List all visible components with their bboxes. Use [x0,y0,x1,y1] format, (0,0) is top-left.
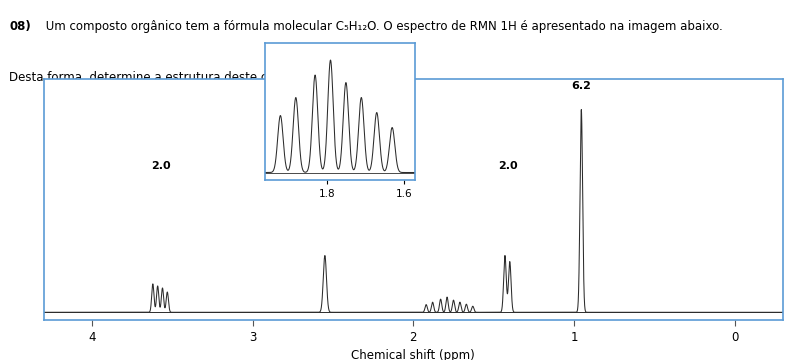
Text: 2.0: 2.0 [498,161,518,171]
Text: 2.0: 2.0 [151,161,171,171]
Text: Desta forma, determine a estrutura deste composto.: Desta forma, determine a estrutura deste… [9,71,323,84]
Text: 08): 08) [9,20,31,33]
Text: 6.2: 6.2 [571,81,591,91]
Text: 0.9: 0.9 [374,161,394,171]
Text: Um composto orgânico tem a fórmula molecular C₅H₁₂O. O espectro de RMN 1H é apre: Um composto orgânico tem a fórmula molec… [42,20,723,33]
X-axis label: Chemical shift (ppm): Chemical shift (ppm) [351,349,475,360]
Text: 1.0: 1.0 [315,161,335,171]
